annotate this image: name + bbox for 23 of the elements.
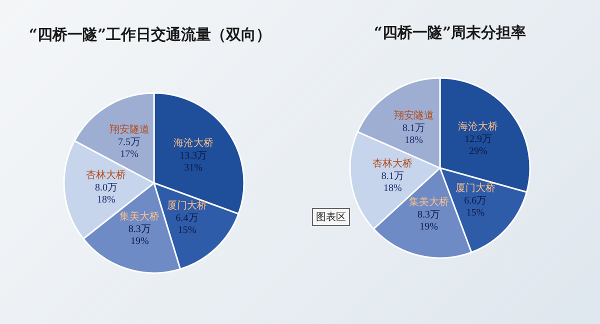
- slice-label: 厦门大桥: [167, 199, 208, 212]
- slice-label: 海沧大桥: [173, 136, 214, 149]
- slice-label: 集美大桥: [120, 210, 160, 222]
- slice-label: 杏林大桥: [372, 157, 413, 170]
- slice-label: 集美大桥: [408, 196, 449, 208]
- data-label: 7.5万 17%: [118, 136, 141, 160]
- data-label: 8.1万 18%: [402, 122, 426, 146]
- slice-label: 翔安隧道: [394, 109, 434, 122]
- slice-label: 海沧大桥: [458, 120, 498, 132]
- data-label: 8.3万 19%: [128, 224, 151, 247]
- slice-label: 杏林大桥: [86, 168, 126, 181]
- data-label: 8.0万 18%: [94, 182, 118, 206]
- data-label: 6.4万 15%: [176, 212, 198, 236]
- slice-label: 翔安隧道: [109, 123, 150, 136]
- data-label: 8.3万 19%: [418, 210, 440, 233]
- data-label: 12.9万 29%: [464, 134, 492, 157]
- slice-label: 厦门大桥: [455, 182, 496, 194]
- chart-title: “四桥一隧”周末分担率: [374, 24, 526, 42]
- data-label: 13.3万 31%: [180, 150, 208, 174]
- text: 图表区: [312, 208, 350, 226]
- data-label: 8.1万 18%: [381, 170, 404, 194]
- chart-title: “四桥一隧”工作日交通流量（双向）: [28, 26, 272, 44]
- data-label: 6.6万 15%: [464, 195, 487, 218]
